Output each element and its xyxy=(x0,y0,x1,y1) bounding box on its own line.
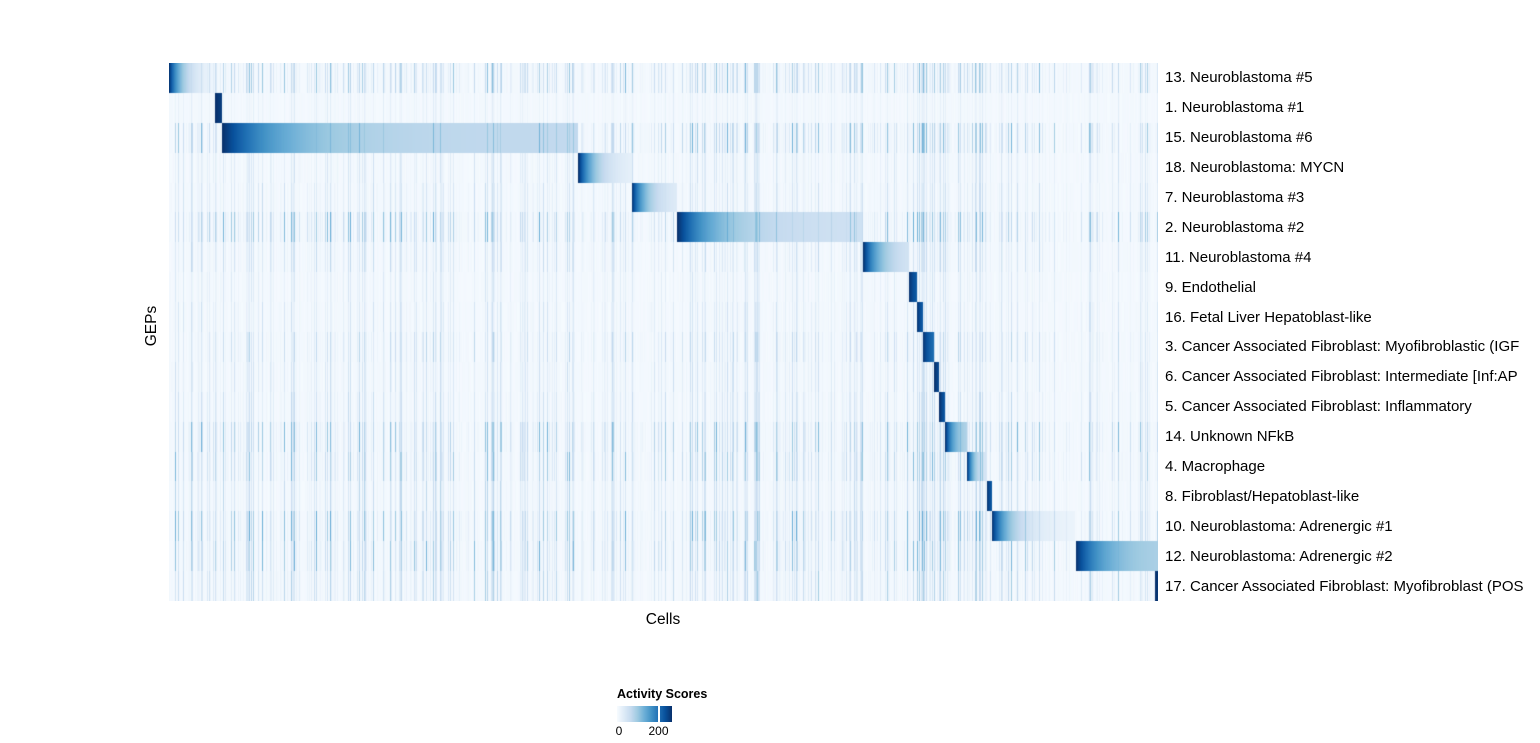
legend-title: Activity Scores xyxy=(617,687,708,701)
row-label: 6. Cancer Associated Fibroblast: Interme… xyxy=(1165,368,1518,386)
row-label: 16. Fetal Liver Hepatoblast-like xyxy=(1165,308,1372,326)
row-label: 18. Neuroblastoma: MYCN xyxy=(1165,159,1345,177)
legend-colorbar xyxy=(617,706,672,722)
legend-tick-mark xyxy=(657,706,660,722)
x-axis-label: Cells xyxy=(645,611,681,628)
row-label: 15. Neuroblastoma #6 xyxy=(1165,129,1313,147)
row-label: 2. Neuroblastoma #2 xyxy=(1165,218,1305,236)
legend-min-label: 0 xyxy=(615,724,623,738)
y-axis-label: GEPs xyxy=(143,305,160,347)
row-label: 4. Macrophage xyxy=(1165,457,1266,475)
legend-max-label: 200 xyxy=(648,724,669,738)
row-label: 3. Cancer Associated Fibroblast: Myofibr… xyxy=(1165,338,1520,356)
row-label: 11. Neuroblastoma #4 xyxy=(1165,248,1312,266)
row-label: 1. Neuroblastoma #1 xyxy=(1165,99,1305,117)
row-label: 10. Neuroblastoma: Adrenergic #1 xyxy=(1165,517,1393,535)
row-label: 9. Endothelial xyxy=(1165,278,1256,296)
row-label: 17. Cancer Associated Fibroblast: Myofib… xyxy=(1165,577,1524,595)
row-label: 8. Fibroblast/Hepatoblast-like xyxy=(1165,487,1360,505)
heatmap-canvas xyxy=(169,63,1158,601)
row-label: 12. Neuroblastoma: Adrenergic #2 xyxy=(1165,547,1393,565)
row-label: 14. Unknown NFkB xyxy=(1165,428,1295,446)
row-label: 5. Cancer Associated Fibroblast: Inflamm… xyxy=(1165,398,1472,416)
row-label: 7. Neuroblastoma #3 xyxy=(1165,188,1305,206)
legend: Activity Scores 0 200 xyxy=(615,687,757,743)
row-label: 13. Neuroblastoma #5 xyxy=(1165,69,1313,87)
